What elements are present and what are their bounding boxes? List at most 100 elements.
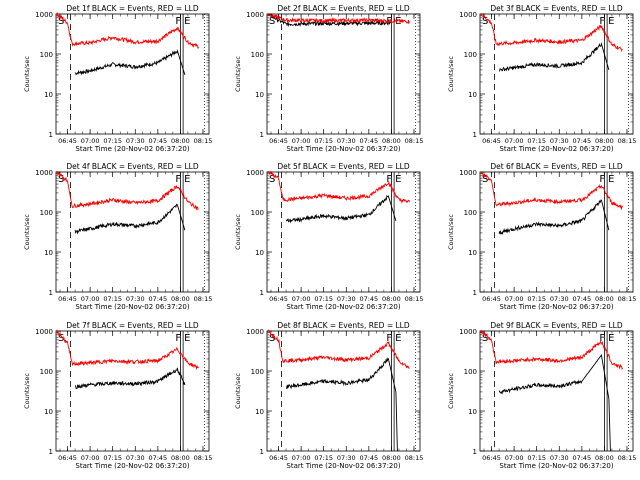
x-tick-label: 07:00: [81, 137, 100, 145]
series-lld-line: [480, 329, 623, 371]
y-tick-label: 10: [468, 91, 477, 99]
x-axis-label: Start Time (20-Nov-02 06:37:20): [75, 145, 189, 153]
y-tick-label: 1: [473, 448, 477, 456]
marker-label: S: [482, 333, 488, 344]
x-axis-label: Start Time (20-Nov-02 06:37:20): [499, 303, 613, 311]
x-tick-label: 07:30: [126, 137, 145, 145]
marker-label: F: [386, 333, 392, 344]
y-axis-label: Counts/sec: [234, 56, 242, 92]
x-axis-label: Start Time (20-Nov-02 06:37:20): [499, 145, 613, 153]
y-axis-label: Counts/sec: [234, 373, 242, 409]
x-tick-label: 07:15: [103, 137, 122, 145]
x-axis-label: Start Time (20-Nov-02 06:37:20): [286, 462, 400, 470]
chart-panel: Det 6f BLACK = Events, RED = LLD 1 10 100 10…: [447, 162, 636, 311]
x-tick-label: 07:00: [81, 295, 100, 303]
plot-frame: [479, 330, 634, 452]
marker-label: S: [58, 333, 64, 344]
y-tick-label: 100: [251, 368, 264, 376]
series-events-line: [286, 357, 398, 452]
x-tick-label: 07:45: [148, 137, 167, 145]
y-tick-label: 1: [260, 448, 264, 456]
x-tick-label: 08:00: [382, 454, 401, 462]
marker-label: E: [395, 174, 401, 185]
y-tick-label: 1000: [246, 328, 264, 336]
marker-label: E: [608, 16, 614, 27]
series-events-line: [286, 194, 397, 224]
chart-panel: Det 5f BLACK = Events, RED = LLD 1 10 100 10…: [234, 162, 423, 311]
x-tick-label: 07:15: [527, 137, 546, 145]
y-tick-label: 100: [251, 51, 264, 59]
x-tick-label: 06:45: [482, 454, 501, 462]
x-tick-label: 07:15: [314, 454, 333, 462]
y-tick-label: 100: [464, 51, 477, 59]
chart-title: Det 8f BLACK = Events, RED = LLD: [277, 321, 410, 330]
y-axis-label: Counts/sec: [23, 373, 31, 409]
series-lld-line: [56, 171, 199, 211]
x-tick-label: 08:15: [618, 137, 637, 145]
marker-label: E: [608, 174, 614, 185]
y-tick-label: 10: [44, 91, 53, 99]
x-tick-label: 08:15: [194, 295, 213, 303]
y-tick-label: 1: [49, 448, 53, 456]
series-lld-line: [56, 329, 199, 371]
y-axis-label: Counts/sec: [23, 214, 31, 250]
marker-label: E: [395, 333, 401, 344]
y-tick-label: 1: [49, 131, 53, 139]
x-tick-label: 07:15: [314, 137, 333, 145]
series-lld-line: [480, 13, 623, 53]
y-tick-label: 1: [260, 289, 264, 297]
y-tick-label: 10: [255, 91, 264, 99]
x-tick-label: 06:45: [58, 295, 77, 303]
chart-panel: Det 9f BLACK = Events, RED = LLD 1 10 100 10…: [447, 321, 636, 470]
x-tick-label: 07:30: [126, 295, 145, 303]
marker-label: S: [58, 174, 64, 185]
y-tick-label: 10: [44, 249, 53, 257]
x-axis-label: Start Time (20-Nov-02 06:37:20): [499, 462, 613, 470]
y-tick-label: 10: [468, 249, 477, 257]
series-lld-line: [56, 12, 199, 49]
y-tick-label: 100: [251, 209, 264, 217]
x-tick-label: 08:15: [618, 295, 637, 303]
plot-frame: [479, 13, 634, 135]
x-tick-label: 08:00: [382, 137, 401, 145]
x-axis-label: Start Time (20-Nov-02 06:37:20): [286, 145, 400, 153]
plot-frame: [266, 330, 421, 452]
x-tick-label: 08:00: [171, 295, 190, 303]
series-events-line: [498, 353, 611, 452]
marker-label: S: [269, 333, 275, 344]
x-tick-label: 08:00: [382, 295, 401, 303]
chart-title: Det 4f BLACK = Events, RED = LLD: [66, 162, 199, 171]
marker-label: E: [184, 16, 190, 27]
y-tick-label: 1000: [459, 11, 477, 19]
marker-label: F: [386, 174, 392, 185]
x-tick-label: 08:15: [618, 454, 637, 462]
series-lld-line: [267, 12, 410, 25]
marker-label: F: [599, 16, 605, 27]
x-tick-label: 07:45: [572, 295, 591, 303]
y-tick-label: 1000: [459, 328, 477, 336]
marker-label: E: [184, 174, 190, 185]
x-tick-label: 07:00: [505, 454, 524, 462]
chart-panel: Det 1f BLACK = Events, RED = LLD 1 10 100 10…: [23, 4, 212, 153]
x-tick-label: 07:00: [505, 295, 524, 303]
y-tick-label: 1000: [246, 169, 264, 177]
chart-panel: Det 2f BLACK = Events, RED = LLD 1 10 100 10…: [234, 4, 423, 153]
y-tick-label: 1000: [35, 328, 53, 336]
x-tick-label: 07:30: [550, 295, 569, 303]
y-tick-label: 100: [464, 368, 477, 376]
x-tick-label: 07:30: [550, 137, 569, 145]
y-tick-label: 1: [49, 289, 53, 297]
y-tick-label: 1: [473, 289, 477, 297]
marker-label: F: [175, 174, 181, 185]
x-tick-label: 07:45: [359, 295, 378, 303]
y-tick-label: 100: [40, 209, 53, 217]
plot-frame: [266, 13, 421, 135]
series-events-line: [74, 49, 186, 76]
y-axis-label: Counts/sec: [234, 214, 242, 250]
x-tick-label: 07:45: [359, 137, 378, 145]
series-events-line: [498, 199, 610, 235]
series-events-line: [74, 203, 186, 235]
x-tick-label: 07:15: [103, 454, 122, 462]
x-axis-label: Start Time (20-Nov-02 06:37:20): [75, 462, 189, 470]
